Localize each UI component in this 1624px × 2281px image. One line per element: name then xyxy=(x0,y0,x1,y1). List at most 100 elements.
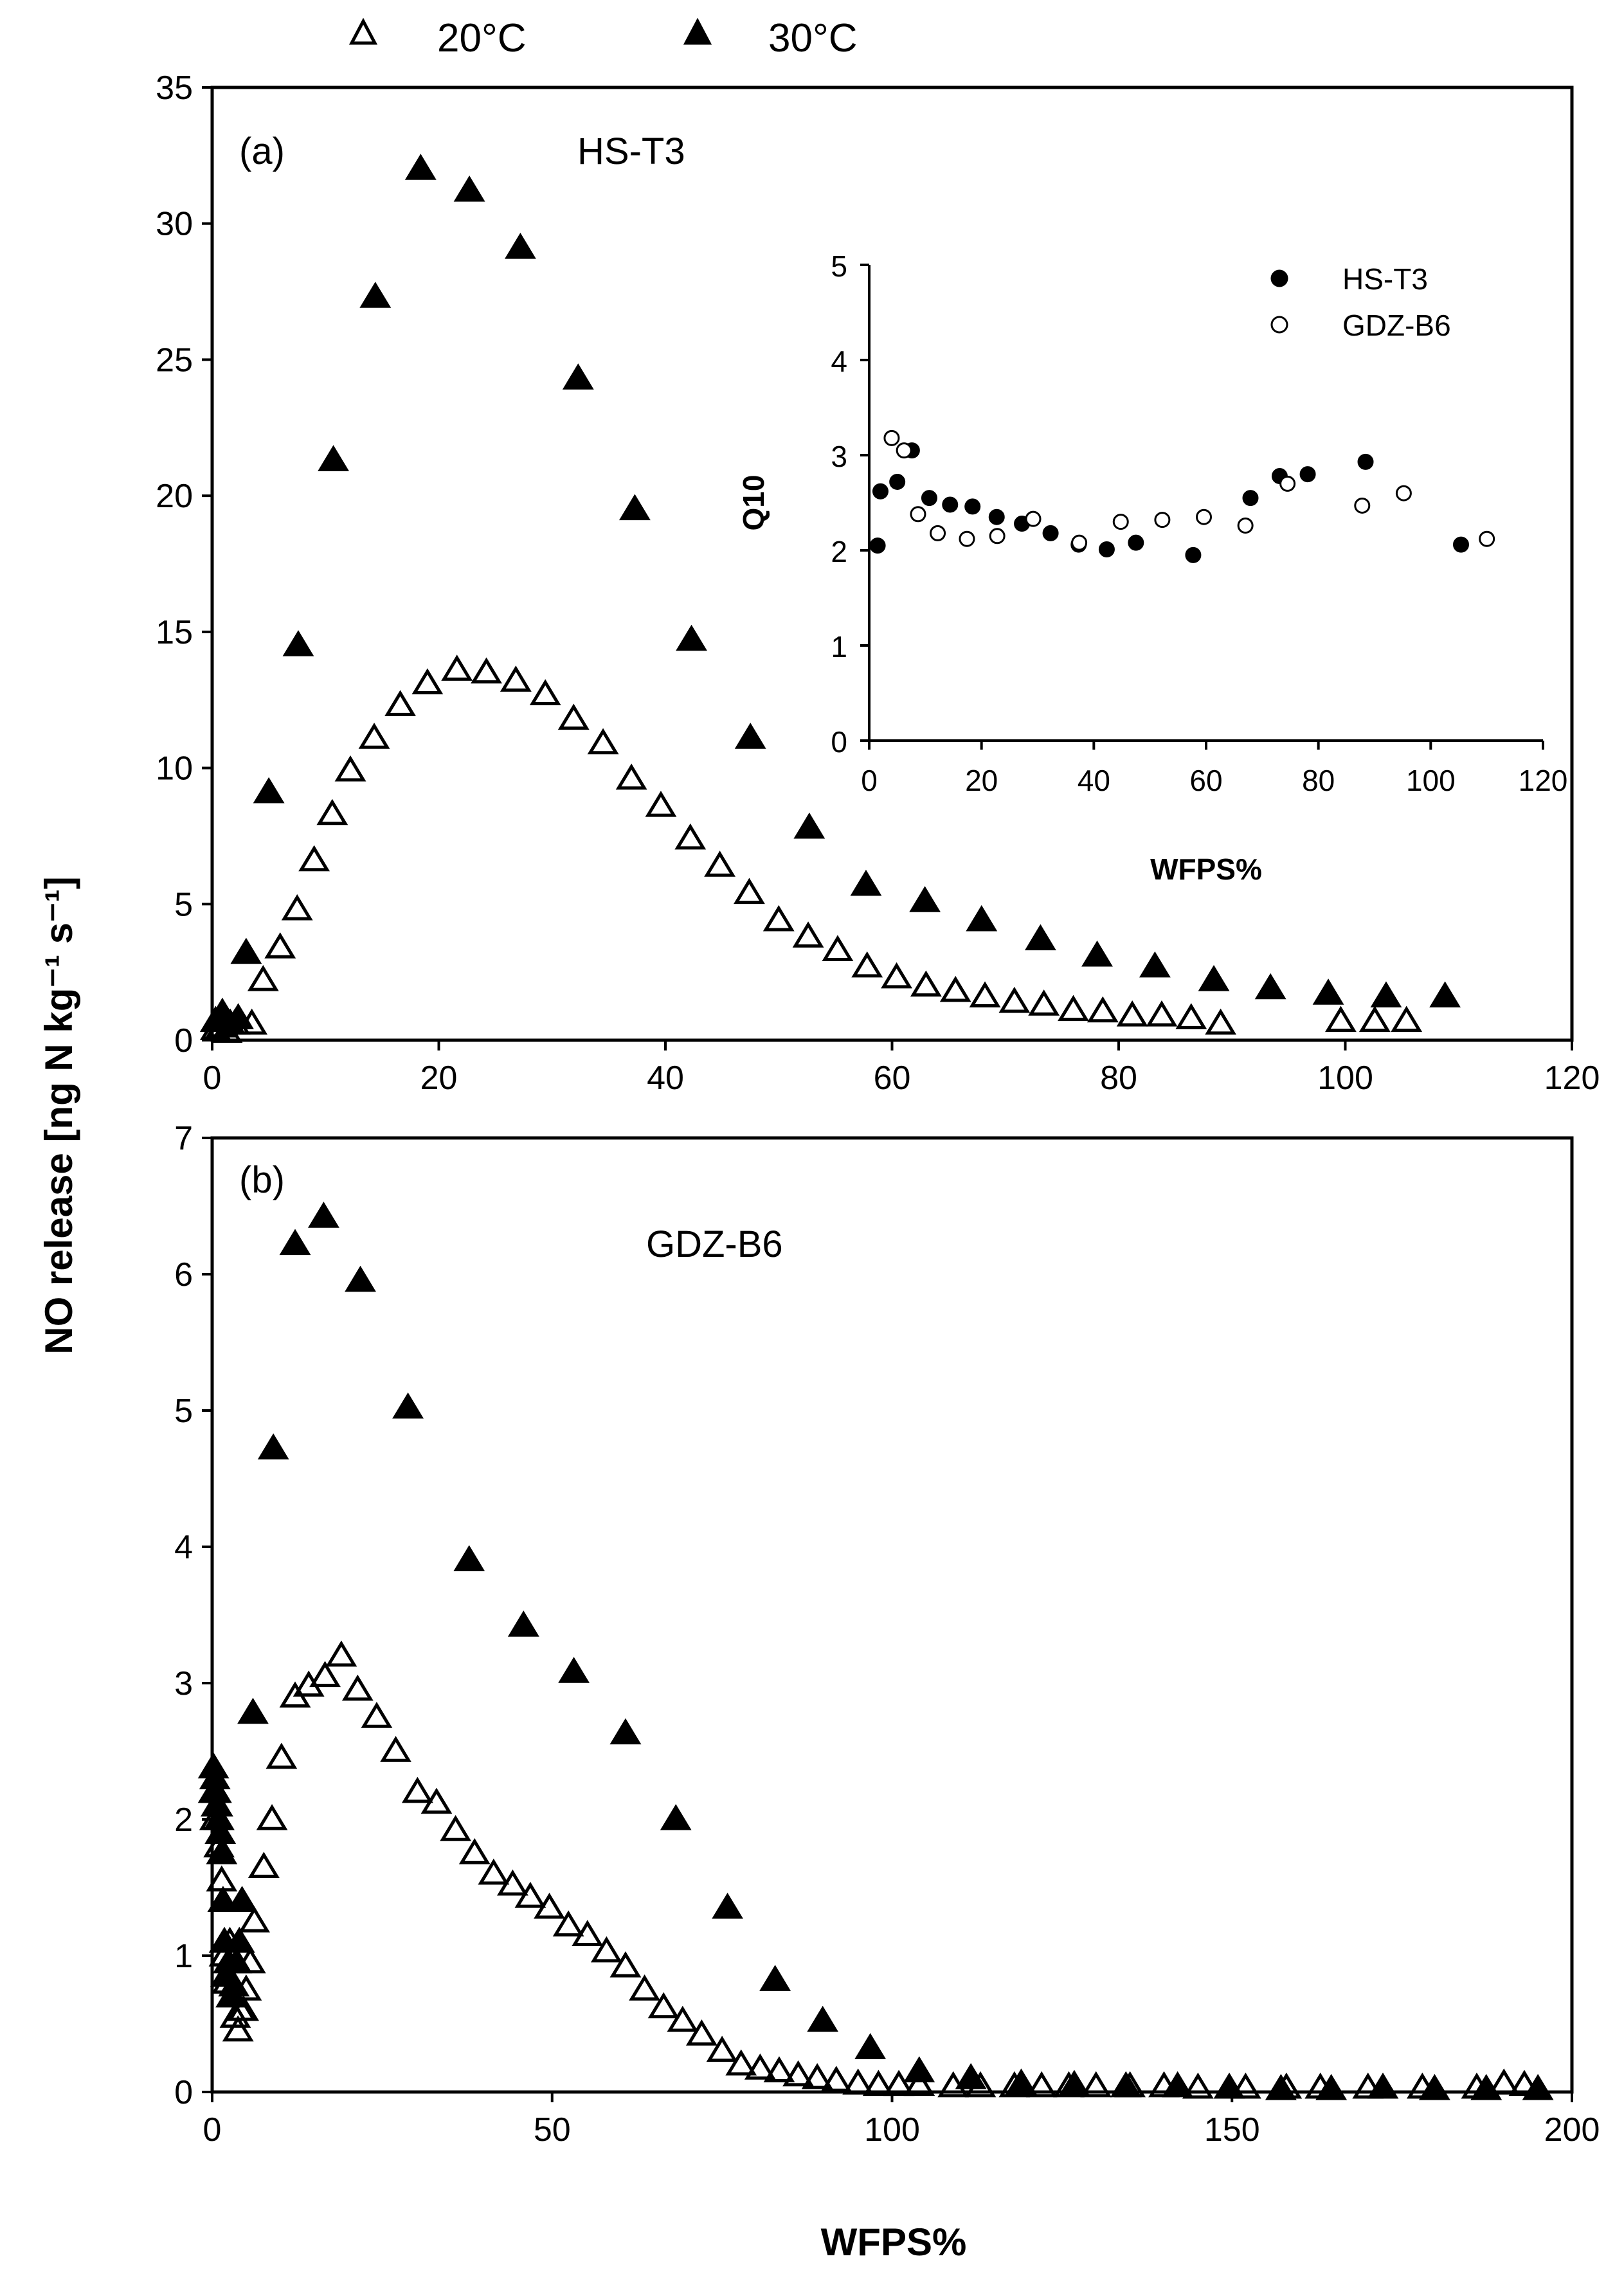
b-open-triangle-point xyxy=(380,1736,411,1762)
a-filled-triangle-point xyxy=(676,624,707,651)
a-open-triangle-point xyxy=(1175,1003,1207,1029)
a-y-tick-label: 20 xyxy=(156,478,193,515)
inset-x-tick-label: 120 xyxy=(1519,764,1568,797)
b-filled-triangle-point xyxy=(237,1697,269,1724)
a-open-triangle-point xyxy=(471,657,502,684)
a-open-triangle-point xyxy=(247,964,279,991)
inset-open-circle-point xyxy=(989,528,1006,545)
a-open-triangle-point xyxy=(1358,1005,1391,1032)
a-filled-triangle-point xyxy=(282,630,314,656)
inset-q10: 0 20 40 60 80 100 120 0 1 2 3 4 5 Q10 WFPS% HS-T3 G… xyxy=(737,249,1567,886)
b-y-tick-label: 2 xyxy=(174,1801,193,1839)
a-open-triangle-point xyxy=(1028,989,1060,1016)
inset-open-circle-point xyxy=(1354,497,1371,514)
inset-x-tick-label: 20 xyxy=(965,764,998,797)
b-filled-triangle-point xyxy=(1006,2068,1037,2095)
b-y-tick-label: 5 xyxy=(174,1393,193,1430)
inset-y-tick-label: 1 xyxy=(831,630,847,663)
b-open-triangle-point xyxy=(647,1992,680,2019)
inset-y-tick-label: 2 xyxy=(831,535,847,568)
b-open-triangle-point xyxy=(609,1951,642,1978)
b-open-triangle-point xyxy=(361,1702,393,1728)
a-filled-triangle-point xyxy=(230,937,262,964)
inset-open-circle-point xyxy=(1395,485,1412,501)
b-open-triangle-point xyxy=(256,1804,288,1830)
panel-a-frame xyxy=(210,86,1574,1042)
a-filled-triangle-point xyxy=(404,154,437,180)
inset-legend-label-hs-t3: HS-T3 xyxy=(1342,262,1428,296)
b-open-triangle-point xyxy=(552,1910,584,1937)
a-open-triangle-point xyxy=(1391,1005,1423,1032)
panel-a-x-axis: 0 20 40 60 80 100 120 xyxy=(203,1040,1600,1097)
b-filled-triangle-point xyxy=(1315,2073,1348,2100)
b-filled-triangle-point xyxy=(1110,2071,1142,2098)
panel-a-label: (a) xyxy=(239,131,285,172)
inset-x-axis: 0 20 40 60 80 100 120 xyxy=(861,741,1567,797)
b-open-triangle-point xyxy=(1080,2071,1112,2098)
inset-y-tick-label: 4 xyxy=(831,345,847,378)
b-filled-triangle-point xyxy=(1058,2069,1090,2096)
inset-open-circle-point xyxy=(1071,534,1088,551)
a-x-tick-label: 80 xyxy=(1100,1059,1137,1097)
b-open-triangle-point xyxy=(667,2005,699,2032)
inset-filled-circle-point xyxy=(1098,541,1115,558)
b-open-triangle-point xyxy=(496,1869,528,1896)
a-filled-triangle-point xyxy=(1024,924,1056,951)
a-filled-triangle-point xyxy=(222,1003,254,1029)
b-open-triangle-point xyxy=(685,2019,717,2046)
b-filled-triangle-point xyxy=(345,1265,376,1292)
a-open-triangle-point xyxy=(500,665,532,692)
inset-open-circle-point xyxy=(1196,509,1213,525)
panel-b-series-20c xyxy=(197,1640,1540,2099)
b-filled-triangle-point xyxy=(558,1657,590,1683)
b-filled-triangle-point xyxy=(759,1965,791,1991)
b-open-triangle-point xyxy=(862,2069,894,2096)
inset-y-title: Q10 xyxy=(737,475,770,531)
a-filled-triangle-point xyxy=(1370,981,1402,1008)
a-x-tick-label: 120 xyxy=(1544,1059,1600,1097)
a-open-triangle-point xyxy=(587,728,619,755)
inset-series-hs-t3 xyxy=(869,442,1469,563)
b-open-triangle-point xyxy=(534,1892,565,1919)
b-open-triangle-point xyxy=(440,1815,472,1841)
a-open-triangle-point xyxy=(316,798,348,825)
a-open-triangle-point xyxy=(557,703,590,730)
inset-x-tick-label: 0 xyxy=(861,764,878,797)
inset-filled-circle-point xyxy=(988,509,1005,525)
b-open-triangle-point xyxy=(590,1936,622,1963)
a-y-tick-label: 25 xyxy=(156,341,193,379)
inset-y-tick-label: 3 xyxy=(831,440,847,473)
inset-legend-marker-gdz-b6 xyxy=(1270,316,1288,334)
b-open-triangle-point xyxy=(309,1661,341,1688)
a-y-tick-label: 10 xyxy=(156,750,193,788)
a-y-tick-label: 15 xyxy=(156,614,193,651)
a-filled-triangle-point xyxy=(909,886,941,912)
a-open-triangle-point xyxy=(1058,995,1089,1022)
a-filled-triangle-point xyxy=(1312,978,1344,1005)
b-open-triangle-point xyxy=(325,1640,357,1667)
b-y-tick-label: 1 xyxy=(174,1938,193,1975)
b-open-triangle-point xyxy=(842,2068,874,2095)
a-open-triangle-point xyxy=(998,986,1031,1013)
inset-x-tick-label: 60 xyxy=(1189,764,1222,797)
inset-open-circle-point xyxy=(1479,530,1495,547)
b-open-triangle-point xyxy=(478,1858,510,1885)
a-open-triangle-point xyxy=(851,951,883,978)
a-open-triangle-point xyxy=(704,851,736,877)
inset-open-circle-point xyxy=(910,506,926,523)
b-filled-triangle-point xyxy=(903,2056,935,2082)
inset-open-circle-point xyxy=(1154,512,1171,528)
b-filled-triangle-point xyxy=(712,1892,744,1919)
a-filled-triangle-point xyxy=(1139,951,1171,978)
inset-open-circle-point xyxy=(930,525,946,541)
inset-y-tick-label: 5 xyxy=(831,249,847,283)
b-open-triangle-point xyxy=(820,2066,853,2092)
a-open-triangle-point xyxy=(674,823,707,850)
panel-b-frame xyxy=(210,1136,1574,2094)
b-x-tick-label: 150 xyxy=(1204,2111,1260,2149)
panel-a-series-30c xyxy=(199,154,1461,1035)
inset-filled-circle-point xyxy=(1299,466,1316,483)
b-y-tick-label: 7 xyxy=(174,1120,193,1157)
inset-filled-circle-point xyxy=(921,490,937,507)
panel-b: 0 50 100 150 200 0 1 2 3 4 5 6 7 (b) GDZ-B6 WFPS% xyxy=(174,1120,1600,2264)
